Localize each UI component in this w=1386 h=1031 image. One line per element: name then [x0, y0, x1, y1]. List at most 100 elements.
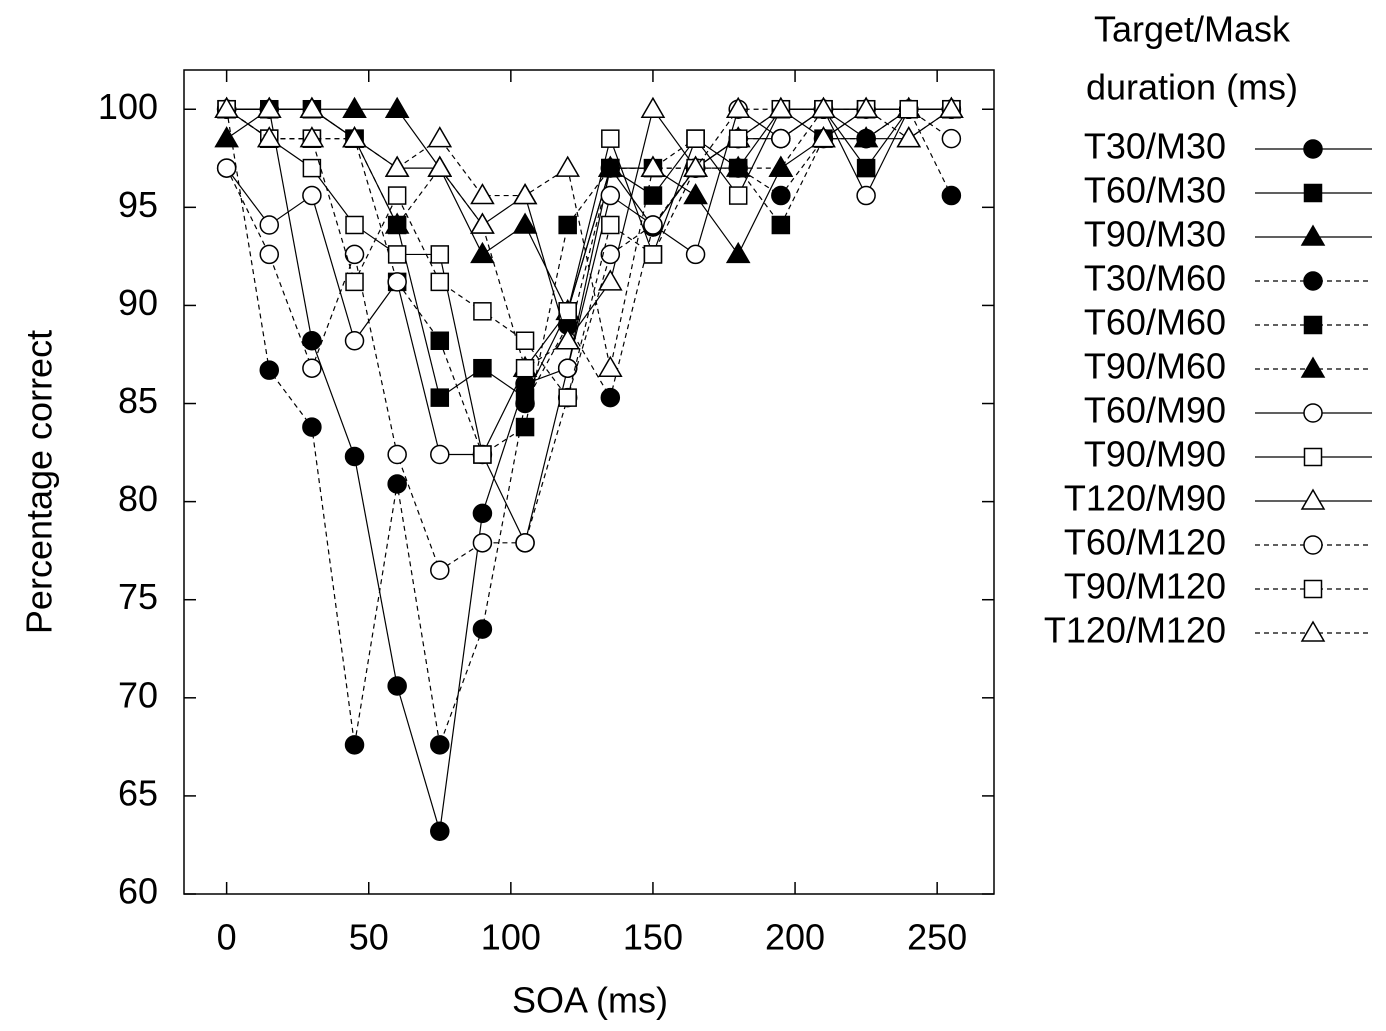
- marker: [856, 158, 876, 178]
- marker: [512, 183, 538, 205]
- marker: [384, 96, 410, 118]
- legend-marker: [1303, 139, 1323, 159]
- marker: [345, 215, 364, 235]
- series-line: [226, 108, 952, 832]
- marker: [342, 126, 367, 148]
- x-axis-label: SOA (ms): [512, 980, 668, 1021]
- legend-marker: [1300, 356, 1326, 378]
- marker: [387, 444, 407, 465]
- marker: [470, 212, 495, 234]
- marker: [555, 155, 580, 177]
- x-tick-label: 0: [217, 917, 237, 958]
- marker: [472, 533, 493, 553]
- marker: [768, 96, 794, 118]
- marker: [384, 212, 410, 234]
- marker: [598, 155, 623, 177]
- marker: [387, 245, 407, 264]
- y-axis-label: Percentage correct: [19, 330, 60, 634]
- marker: [216, 158, 237, 178]
- marker: [430, 245, 450, 264]
- marker: [558, 215, 577, 235]
- x-tick-label: 200: [765, 917, 825, 958]
- marker: [725, 96, 751, 118]
- legend-marker: [1303, 271, 1323, 291]
- plot-frame: [183, 69, 995, 895]
- y-tick-label: 65: [118, 772, 158, 813]
- marker: [302, 330, 322, 351]
- marker: [685, 244, 706, 265]
- marker: [600, 387, 621, 408]
- marker: [725, 241, 751, 264]
- legend-title: duration (ms): [1086, 67, 1298, 108]
- marker: [342, 96, 367, 118]
- marker: [302, 358, 322, 378]
- marker: [345, 272, 364, 292]
- marker: [643, 245, 663, 264]
- marker: [515, 533, 535, 553]
- legend-marker: [1303, 579, 1323, 599]
- marker: [473, 302, 492, 321]
- marker: [686, 129, 705, 148]
- series-line: [226, 108, 952, 400]
- marker: [728, 129, 748, 148]
- marker: [387, 676, 407, 696]
- marker: [214, 96, 239, 118]
- legend-label: T60/M60: [1084, 302, 1226, 343]
- marker: [387, 474, 407, 494]
- legend-label: T60/M30: [1084, 170, 1226, 211]
- marker: [430, 272, 450, 292]
- marker: [728, 186, 748, 205]
- marker: [558, 302, 577, 321]
- marker: [259, 244, 280, 265]
- x-tick-label: 50: [349, 917, 389, 958]
- legend-label: T30/M30: [1084, 126, 1226, 167]
- marker: [427, 126, 453, 148]
- marker: [558, 388, 577, 407]
- marker: [344, 735, 365, 755]
- marker: [683, 183, 708, 205]
- legend-title: Target/Mask: [1094, 9, 1291, 50]
- marker: [640, 96, 666, 118]
- marker: [259, 215, 280, 235]
- marker: [473, 445, 492, 464]
- marker: [302, 185, 322, 206]
- marker: [856, 128, 876, 149]
- marker: [299, 96, 325, 118]
- legend-marker: [1300, 620, 1326, 642]
- legend-label: T90/M90: [1084, 434, 1226, 475]
- marker: [899, 99, 918, 119]
- marker: [600, 244, 621, 265]
- legend-label: T60/M90: [1084, 390, 1226, 431]
- marker: [387, 186, 407, 205]
- marker: [344, 330, 365, 351]
- marker: [430, 331, 450, 350]
- marker: [601, 129, 620, 148]
- marker: [941, 128, 962, 149]
- marker: [557, 358, 578, 378]
- series-line: [226, 107, 952, 343]
- marker: [643, 186, 663, 205]
- legend-label: T90/M60: [1084, 346, 1226, 387]
- series-line: [226, 108, 952, 748]
- y-tick-label: 75: [118, 576, 158, 617]
- y-tick-label: 60: [118, 871, 158, 912]
- legend-marker: [1303, 183, 1323, 203]
- marker: [302, 417, 322, 437]
- legend-marker: [1303, 315, 1323, 335]
- marker: [387, 272, 407, 292]
- legend-label: T60/M120: [1064, 522, 1226, 563]
- marker: [470, 183, 495, 205]
- marker: [643, 215, 663, 235]
- legend-label: T90/M120: [1064, 566, 1226, 607]
- marker: [896, 126, 922, 148]
- marker: [515, 331, 535, 350]
- y-tick-label: 80: [118, 478, 158, 519]
- x-tick-label: 150: [623, 917, 683, 958]
- series-line: [226, 108, 952, 399]
- marker: [771, 185, 791, 206]
- legend-marker: [1303, 403, 1323, 423]
- marker: [344, 244, 365, 265]
- marker: [256, 126, 282, 148]
- series-line: [226, 108, 952, 572]
- legend-label: T30/M60: [1084, 258, 1226, 299]
